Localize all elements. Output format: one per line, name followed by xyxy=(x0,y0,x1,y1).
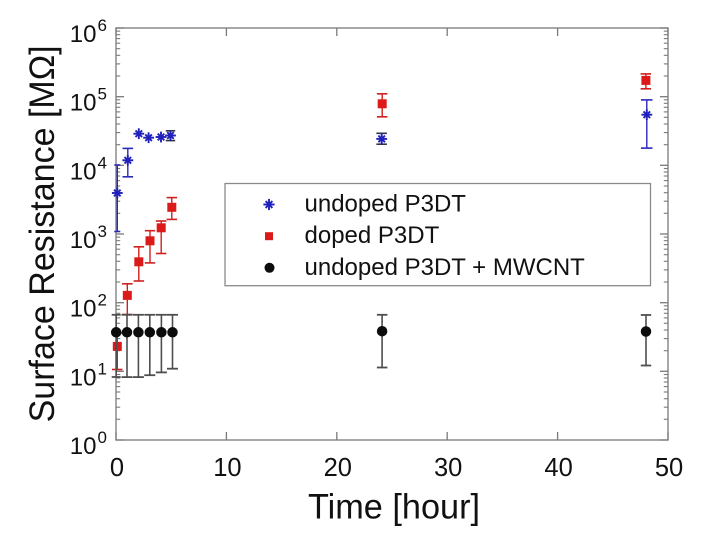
svg-text:1: 1 xyxy=(98,359,107,378)
svg-text:4: 4 xyxy=(98,153,107,172)
svg-text:10: 10 xyxy=(70,364,97,391)
svg-text:20: 20 xyxy=(324,454,352,482)
svg-text:0: 0 xyxy=(110,454,124,482)
svg-text:undoped P3DT + MWCNT: undoped P3DT + MWCNT xyxy=(305,254,586,281)
svg-text:Time [hour]: Time [hour] xyxy=(308,487,480,526)
svg-text:30: 30 xyxy=(434,454,462,482)
svg-text:doped P3DT: doped P3DT xyxy=(305,222,440,249)
svg-text:Surface Resistance [MΩ]: Surface Resistance [MΩ] xyxy=(23,45,62,422)
svg-text:10: 10 xyxy=(213,454,241,482)
svg-text:10: 10 xyxy=(70,21,97,48)
svg-text:10: 10 xyxy=(70,158,97,185)
svg-text:10: 10 xyxy=(70,90,97,117)
svg-text:3: 3 xyxy=(98,222,107,241)
svg-text:10: 10 xyxy=(70,433,97,460)
svg-text:0: 0 xyxy=(98,428,107,447)
svg-text:50: 50 xyxy=(655,454,683,482)
svg-text:5: 5 xyxy=(98,85,107,104)
svg-text:10: 10 xyxy=(70,227,97,254)
svg-text:undoped P3DT: undoped P3DT xyxy=(305,191,467,218)
svg-text:6: 6 xyxy=(98,16,107,35)
svg-text:10: 10 xyxy=(70,296,97,323)
svg-text:40: 40 xyxy=(544,454,572,482)
svg-text:2: 2 xyxy=(98,291,107,310)
